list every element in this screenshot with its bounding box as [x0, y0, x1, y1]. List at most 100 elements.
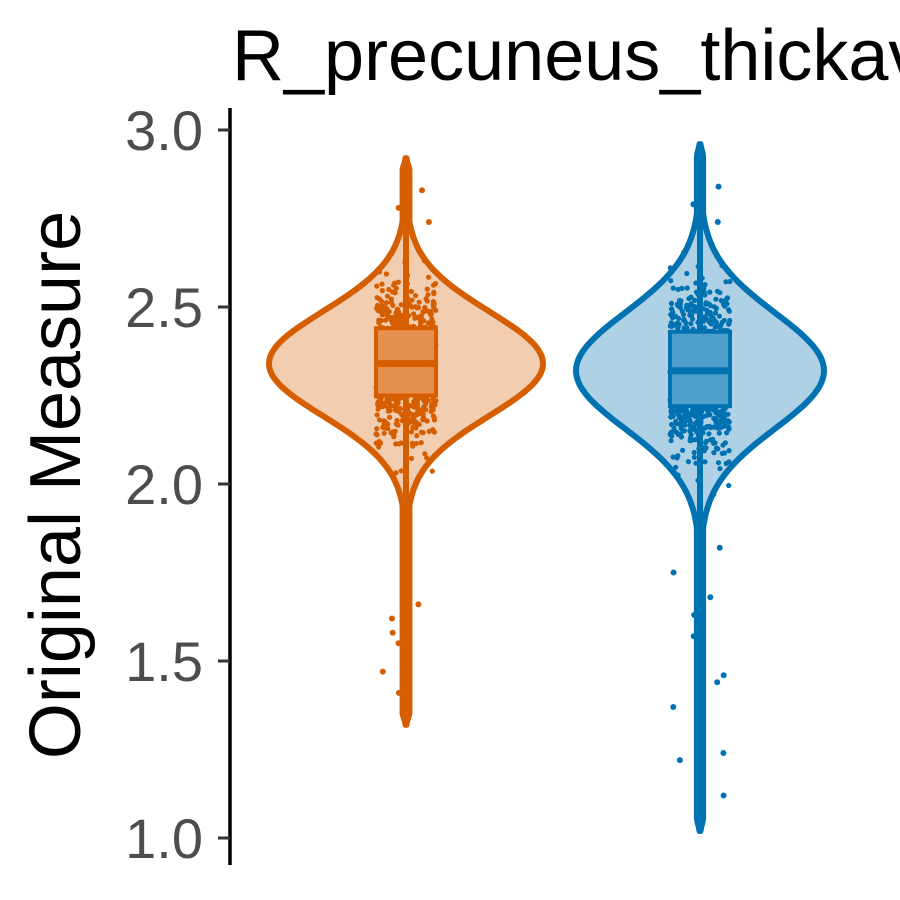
data-point	[408, 288, 414, 295]
data-point	[692, 427, 698, 433]
data-point	[675, 286, 681, 292]
data-point	[381, 418, 387, 424]
data-point	[716, 420, 722, 426]
data-point	[375, 399, 381, 405]
data-point	[688, 321, 694, 327]
data-point	[707, 318, 714, 324]
data-point	[725, 418, 731, 424]
data-point	[430, 413, 436, 419]
data-point	[423, 296, 429, 302]
outlier-point	[395, 204, 402, 211]
data-point	[386, 286, 392, 293]
data-point	[683, 418, 689, 424]
data-point	[712, 310, 719, 316]
data-point	[390, 317, 396, 323]
data-point	[727, 317, 733, 324]
data-point	[387, 414, 393, 420]
data-point	[381, 430, 387, 436]
data-point	[383, 271, 389, 277]
outlier-point	[690, 201, 697, 208]
y-tick-label: 2.5	[125, 276, 203, 339]
data-point	[673, 421, 680, 427]
outlier-point	[389, 629, 396, 636]
data-point	[719, 262, 725, 269]
data-point	[687, 309, 694, 315]
data-point	[691, 454, 697, 460]
data-point	[675, 453, 681, 459]
outlier-point	[419, 187, 425, 194]
data-point	[421, 404, 427, 410]
data-point	[703, 300, 709, 306]
data-point	[433, 307, 439, 313]
data-point	[679, 285, 685, 291]
data-point	[691, 449, 697, 456]
data-point	[707, 437, 714, 443]
data-point	[703, 413, 709, 419]
data-point	[430, 427, 436, 433]
data-point	[425, 292, 431, 298]
data-point	[416, 299, 422, 305]
data-point	[424, 286, 430, 292]
data-point	[711, 450, 717, 456]
data-point	[398, 440, 404, 446]
data-point	[717, 466, 723, 472]
data-point	[418, 407, 424, 413]
data-point	[379, 303, 386, 309]
data-point	[426, 274, 432, 280]
data-point	[383, 300, 390, 306]
data-point	[379, 281, 385, 287]
outlier-point	[715, 183, 722, 190]
data-point	[673, 429, 679, 435]
data-point	[667, 323, 673, 329]
y-tick-label: 1.0	[125, 807, 203, 870]
data-point	[418, 440, 424, 446]
data-point	[384, 293, 391, 299]
data-point	[687, 419, 694, 425]
data-point	[687, 428, 694, 434]
data-point	[413, 425, 419, 431]
data-point	[408, 419, 414, 425]
data-point	[670, 454, 676, 460]
data-point	[674, 301, 680, 307]
data-point	[722, 423, 728, 429]
outlier-point	[676, 757, 683, 764]
outlier-point	[395, 689, 402, 696]
data-point	[684, 270, 690, 277]
data-point	[429, 402, 435, 408]
outlier-point	[707, 594, 714, 601]
data-point	[428, 308, 434, 315]
data-point	[726, 426, 732, 432]
data-point	[431, 417, 437, 423]
data-point	[409, 412, 415, 418]
data-point	[414, 404, 420, 411]
data-point	[668, 438, 674, 444]
data-point	[719, 408, 725, 414]
data-point	[676, 297, 683, 304]
data-point	[383, 317, 389, 323]
data-point	[385, 405, 391, 411]
data-point	[726, 448, 732, 454]
data-point	[727, 278, 733, 285]
y-tick-label: 3.0	[125, 99, 203, 162]
outlier-point	[690, 633, 697, 640]
data-point	[681, 325, 687, 331]
data-point	[716, 412, 722, 418]
data-point	[668, 414, 674, 420]
data-point	[374, 426, 380, 432]
data-point	[713, 416, 719, 422]
data-point	[711, 491, 717, 497]
data-point	[692, 297, 698, 303]
data-point	[720, 442, 726, 448]
data-point	[373, 440, 379, 446]
data-point	[692, 437, 698, 443]
data-point	[675, 472, 681, 478]
data-point	[726, 308, 732, 314]
data-point	[712, 324, 718, 330]
data-point	[374, 283, 380, 289]
data-point	[413, 304, 419, 310]
data-point	[431, 289, 437, 295]
data-point	[688, 294, 694, 300]
data-point	[429, 468, 435, 474]
data-point	[376, 269, 383, 275]
data-point	[398, 302, 404, 308]
